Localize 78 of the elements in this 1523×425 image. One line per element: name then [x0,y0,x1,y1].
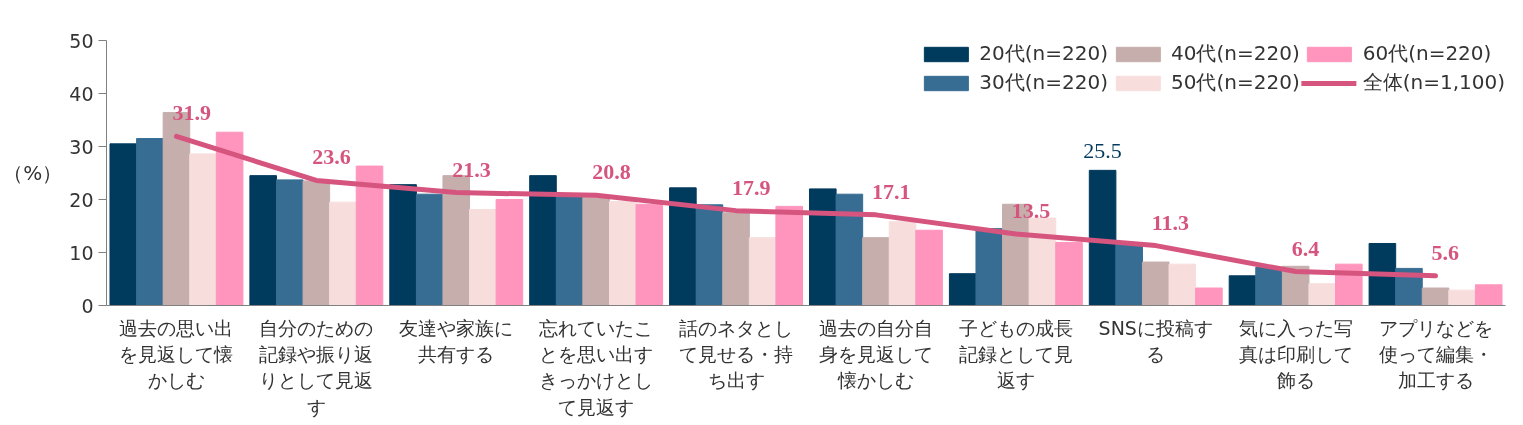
y-axis-title: （%） [3,161,63,185]
legend-label: 40代(n=220) [1171,40,1300,67]
bar [888,221,917,306]
y-tick-label: 20 [69,188,94,211]
bar [1368,242,1397,306]
bar [469,209,497,306]
bar [1448,289,1476,306]
bar [249,175,277,306]
x-tick-label: 話のネタとして見せる・持ち出す [679,316,794,392]
legend-label: 50代(n=220) [1171,69,1300,96]
y-tick-label: 30 [69,135,94,158]
bar [442,175,471,306]
data-label: 13.5 [1011,197,1051,223]
data-label: 6.4 [1291,235,1320,261]
x-tick-label: 気に入った写真は印刷して飾る [1238,316,1353,392]
bar [835,193,864,306]
bar [915,229,943,306]
x-tick-label: 子どもの成長記録として見返す [958,316,1073,392]
bar [1055,241,1083,306]
y-tick-label: 50 [69,29,94,52]
x-tick-label: アプリなどを使って編集・加工する [1378,316,1493,392]
bar [1228,275,1257,306]
bar [1195,287,1223,306]
bar [582,196,610,306]
bar [215,131,244,306]
bar [748,237,777,306]
bar [669,187,697,306]
bar [1028,217,1057,306]
bar [862,237,890,306]
bar [608,201,637,306]
bar [695,204,724,306]
bar [809,188,837,306]
x-tick-label: SNSに投稿する [1098,316,1213,365]
x-tick-label: 過去の思い出を見返して懐かしむ [119,316,234,392]
bar [1255,266,1283,306]
legend-label: 60代(n=220) [1362,40,1492,67]
data-label: 17.9 [732,174,771,200]
bar [635,203,664,306]
data-label: 25.5 [1083,138,1122,164]
x-tick-label: 自分のための記録や振り返りとして見返す [259,316,374,418]
y-tick-label: 40 [69,82,94,105]
bar [722,212,750,306]
x-tick-label: 友達や家族に共有する [399,316,514,365]
y-tick-label: 0 [81,294,94,317]
bar [775,205,803,306]
bar [975,228,1004,306]
bar [1141,261,1170,306]
bar [355,165,384,306]
data-label: 11.3 [1151,209,1190,235]
bar [302,180,331,306]
bar [1088,169,1117,306]
x-tick-label: 忘れていたことを思い出すきっかけとして見返す [539,316,654,418]
legend-label: 30代(n=220) [979,69,1109,96]
data-label: 21.3 [452,156,491,182]
bar [1474,284,1503,306]
data-label: 31.9 [172,100,211,126]
data-label: 20.8 [592,159,631,185]
bar [1168,263,1197,306]
bar [1115,244,1143,306]
data-label: 17.1 [871,178,911,204]
bar [136,138,164,306]
bar [329,201,357,306]
bar [948,273,977,306]
legend-label: 20代(n=220) [979,40,1109,67]
x-tick-label: 過去の自分自身を見返して懐かしむ [818,316,933,392]
legend-label: 全体(n=1,100) [1362,69,1505,96]
bar [275,179,304,306]
bar [495,199,524,306]
bar [1421,287,1450,306]
bar [1308,283,1337,306]
data-label: 23.6 [312,144,351,170]
bar [529,175,557,306]
bar [389,184,417,306]
bar [415,193,444,306]
y-tick-label: 10 [69,241,94,264]
bar [109,143,138,306]
bar [189,153,217,306]
data-label: 5.6 [1431,239,1460,265]
